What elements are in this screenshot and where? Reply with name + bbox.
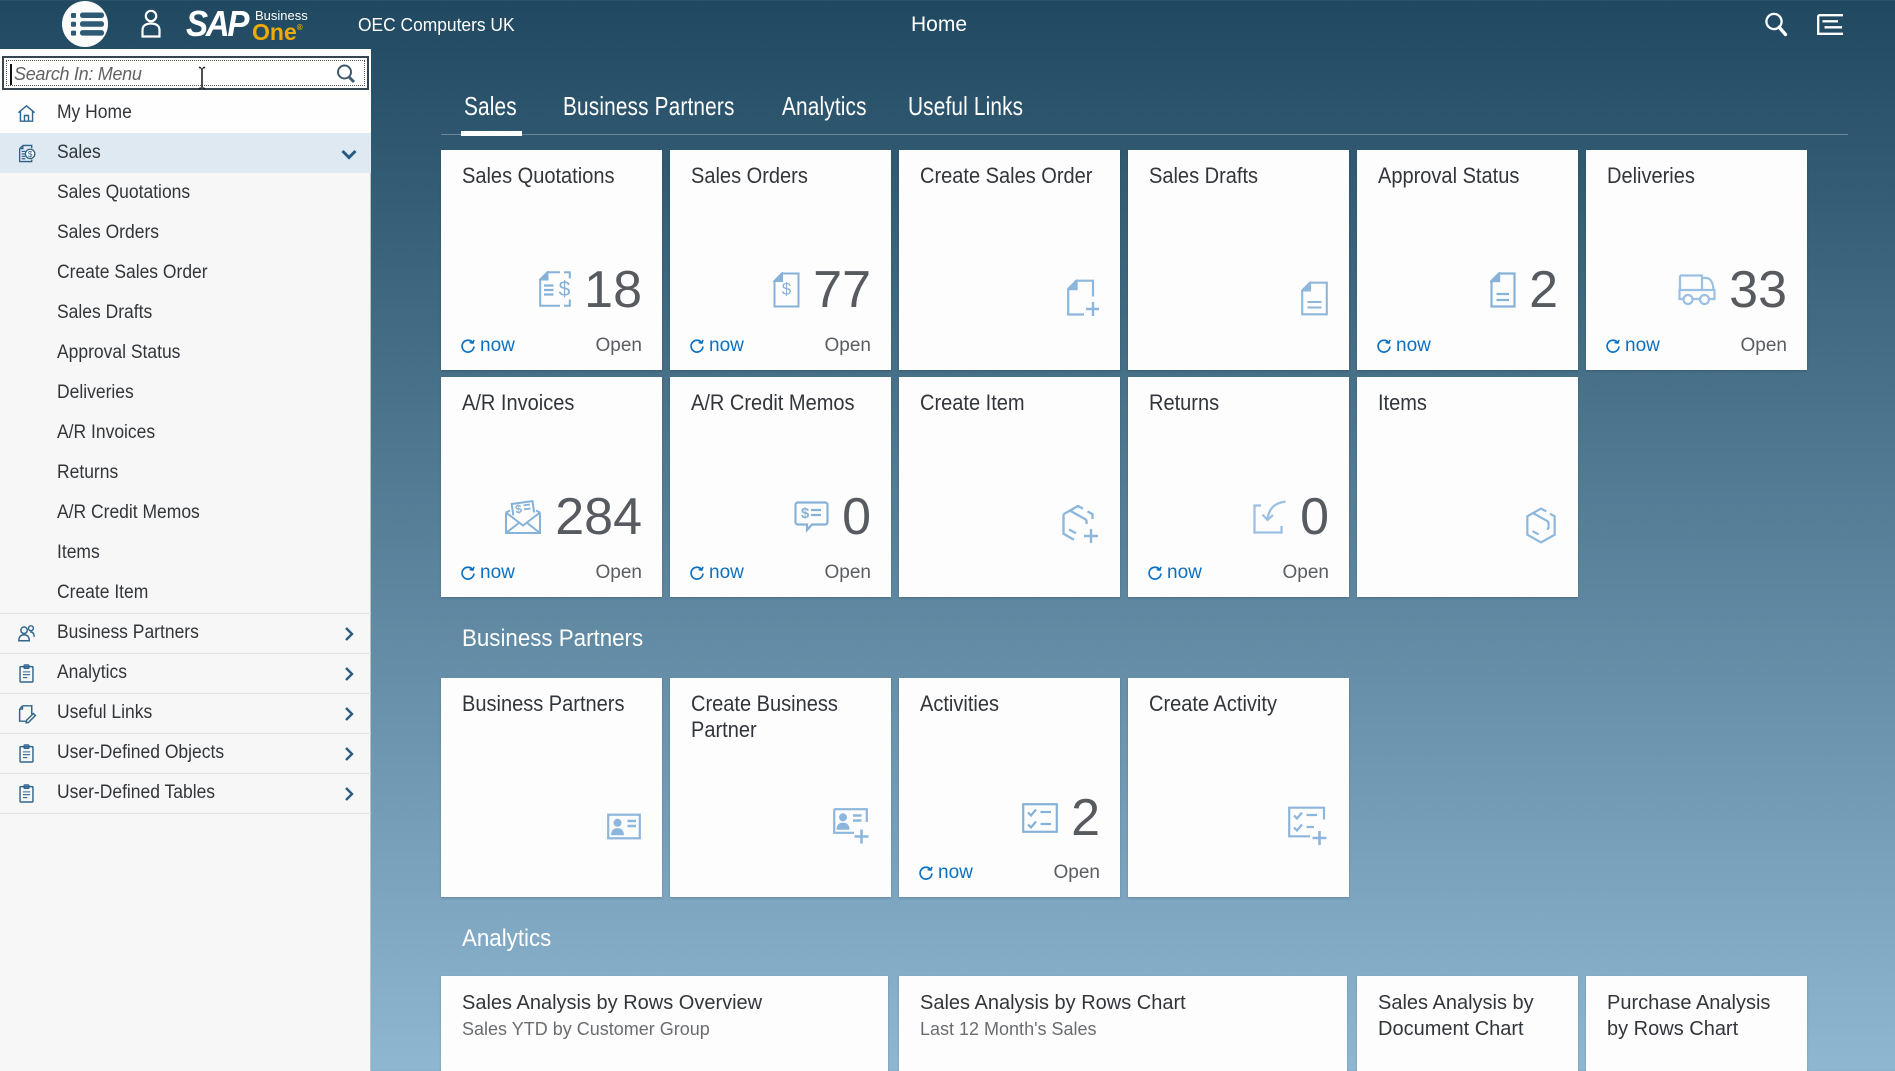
svg-text:$: $ <box>801 505 810 522</box>
svg-text:$: $ <box>28 150 33 159</box>
svg-text:$: $ <box>559 278 571 301</box>
svg-text:$: $ <box>782 280 792 299</box>
svg-text:$: $ <box>514 502 523 517</box>
